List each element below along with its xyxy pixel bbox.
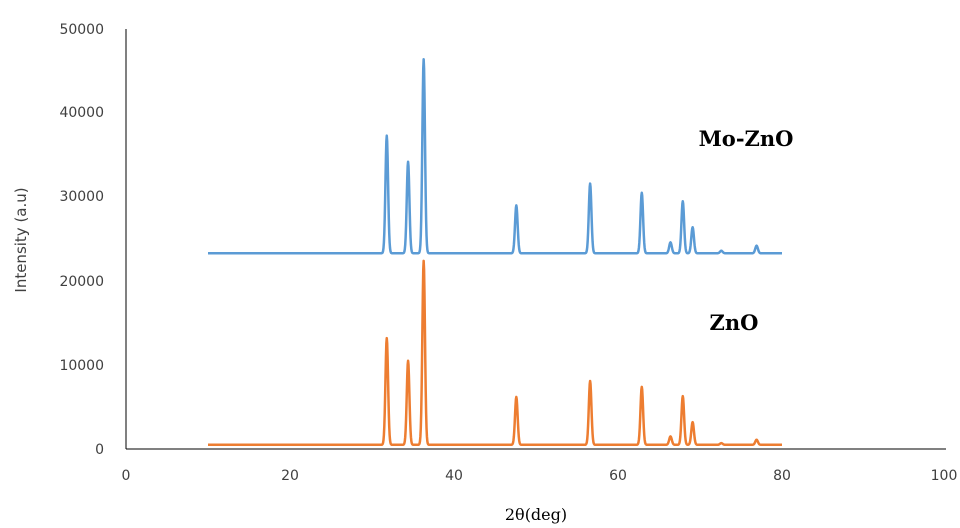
x-tick-label: 40 xyxy=(445,468,463,484)
series-line-mo-zno xyxy=(207,57,783,255)
series-label-zno: ZnO xyxy=(710,310,759,335)
x-axis-title: 2θ(deg) xyxy=(505,505,567,524)
y-tick-label: 10000 xyxy=(59,358,104,374)
y-axis-title: Intensity (a.u) xyxy=(12,187,30,292)
series-line-zno xyxy=(207,259,783,447)
x-axis-ticks: 0 20 40 60 80 100 xyxy=(122,468,958,484)
plot-area xyxy=(207,57,783,447)
x-tick-label: 20 xyxy=(281,468,299,484)
x-tick-label: 80 xyxy=(773,468,791,484)
y-tick-label: 40000 xyxy=(59,105,104,121)
y-tick-label: 50000 xyxy=(59,22,104,38)
y-tick-label: 30000 xyxy=(59,189,104,205)
x-tick-label: 100 xyxy=(931,468,958,484)
x-tick-label: 60 xyxy=(609,468,627,484)
series-label-mo-zno: Mo-ZnO xyxy=(699,126,794,151)
y-tick-label: 20000 xyxy=(59,274,104,290)
x-tick-label: 0 xyxy=(122,468,131,484)
y-axis-ticks: 0 10000 20000 30000 40000 50000 xyxy=(59,22,104,458)
y-tick-label: 0 xyxy=(95,442,104,458)
